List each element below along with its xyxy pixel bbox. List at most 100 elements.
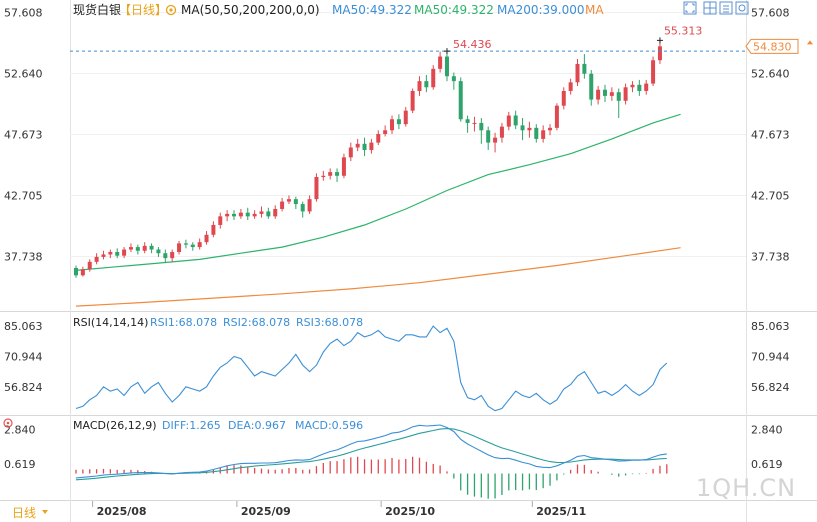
candle-body [438, 56, 443, 69]
candle-body [232, 213, 237, 217]
candle-body [183, 243, 188, 245]
candle-body [266, 211, 271, 217]
price-tick-left: 57.608 [4, 7, 43, 20]
candle-body [80, 269, 85, 276]
macd-params-label: MACD(26,12,9) [73, 419, 157, 432]
ma50-value-1: MA50:49.322 [332, 3, 412, 17]
candle-body [163, 253, 168, 259]
candle-body [156, 249, 161, 254]
macd-legend: MACD(26,12,9) DIFF:1.265 DEA:0.967 MACD:… [3, 418, 363, 432]
candle-body [410, 90, 415, 111]
rsi-tick-right: 56.824 [751, 381, 790, 394]
candle-body [94, 256, 99, 262]
candle-body [417, 81, 422, 91]
macd-diff-line [75, 424, 667, 479]
rsi-legend: RSI(14,14,14) RSI1:68.078 RSI2:68.078 RS… [73, 316, 363, 329]
macd-tick-left: 0.619 [4, 458, 36, 471]
max-price-label: 55.313 [664, 24, 703, 37]
candle-body [122, 249, 127, 256]
rsi-tick-left: 70.944 [4, 351, 43, 364]
macd-dea-value: DEA:0.967 [228, 419, 286, 432]
candle-body [170, 251, 175, 259]
price-tick-left: 37.738 [4, 251, 43, 264]
grid-layout-icon[interactable] [703, 1, 717, 15]
candle-body [87, 261, 92, 270]
candle-body [596, 89, 601, 100]
macd-hist-value: MACD:0.596 [295, 419, 363, 432]
ma200-value: MA200:39.000 [497, 3, 585, 17]
ma200-line [75, 247, 681, 307]
candle-body [575, 63, 580, 83]
settings-gear-icon[interactable] [735, 1, 749, 15]
candle-body [444, 56, 449, 77]
date-tick-label: 2025/10 [385, 505, 435, 518]
candle-body [225, 213, 230, 217]
candle-body [321, 175, 326, 178]
candle-body [307, 199, 312, 212]
candle-body [376, 133, 381, 143]
rsi-params-label: RSI(14,14,14) [73, 316, 148, 329]
candle-body [128, 247, 133, 250]
candle-body [506, 115, 511, 127]
list-icon[interactable] [719, 1, 733, 15]
right-price-axis: 57.608 52.640 47.673 42.705 37.738 [751, 7, 790, 264]
indicator-settings-icon[interactable] [3, 418, 13, 428]
left-price-axis: 57.608 52.640 47.673 42.705 37.738 [4, 7, 43, 264]
watermark: 1QH.CN [696, 474, 796, 502]
ma50-value-2: MA50:49.322 [414, 3, 494, 17]
candle-body [314, 177, 319, 200]
price-gridlines [70, 12, 746, 257]
period-switch-button[interactable]: 日线 [12, 506, 48, 520]
candle-body [135, 247, 140, 251]
candle-body [383, 130, 388, 134]
caret-down-icon [42, 510, 48, 514]
candle-body [362, 143, 367, 150]
rsi-tick-right: 70.944 [751, 351, 790, 364]
date-tick-label: 2025/09 [241, 505, 291, 518]
current-price-tag [745, 38, 799, 54]
main-legend: 现货白银 【日线】 MA(50,50,200,200,0,0) MA50:49.… [73, 2, 604, 17]
rsi-tick-left: 56.824 [4, 381, 43, 394]
candle-body [286, 199, 291, 202]
candle-body [479, 122, 484, 131]
candle-body [637, 84, 642, 91]
candle-body [300, 204, 305, 212]
candle-body [335, 172, 340, 176]
candle-body [513, 115, 518, 126]
candle-body [582, 63, 587, 74]
candle-body [424, 81, 429, 88]
candle-body [396, 119, 401, 125]
candle-body [616, 92, 621, 101]
ma50-path [75, 113, 681, 271]
max-price-cross [656, 37, 663, 44]
candle-body [74, 267, 78, 276]
rsi3-value: RSI3:68.078 [296, 316, 363, 329]
candle-body [328, 172, 333, 176]
macd-panel: 2.840 2.840 0.619 0.619 [4, 423, 783, 499]
candle-body [499, 126, 504, 138]
candle-body [115, 251, 120, 256]
candle-body [657, 46, 662, 61]
macd-diff-value: DIFF:1.265 [162, 419, 221, 432]
candle-body [630, 84, 635, 88]
arrow-up-icon [807, 40, 813, 45]
candle-body [561, 90, 566, 106]
candle-body [623, 87, 628, 101]
fullscreen-icon[interactable] [683, 1, 697, 15]
candle-body [644, 83, 649, 91]
candle-body [390, 119, 395, 131]
period-label: 【日线】 [119, 3, 167, 17]
macd-tick-right: 2.840 [751, 423, 783, 436]
date-axis: 2025/08 2025/09 2025/10 2025/11 [92, 501, 586, 518]
settings-icon[interactable] [165, 4, 177, 16]
candle-body [493, 137, 498, 143]
prior-high-cross [443, 48, 450, 55]
candle-body [280, 201, 285, 209]
candle-body [142, 245, 147, 251]
candle-body [609, 92, 614, 96]
candle-body [101, 254, 106, 257]
date-tick-label: 2025/11 [536, 505, 586, 518]
candle-body [293, 199, 298, 205]
